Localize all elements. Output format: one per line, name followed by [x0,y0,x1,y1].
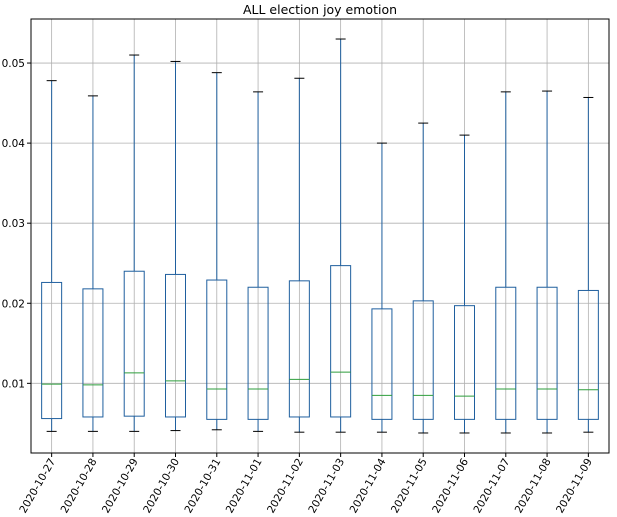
x-tick-label: 2020-10-28 [59,457,100,516]
box-2020-10-31 [206,72,228,431]
box-2020-11-05 [412,122,434,434]
x-tick-label: 2020-10-30 [141,457,182,516]
x-tick-label: 2020-10-29 [100,457,141,516]
x-tick-label: 2020-11-02 [265,457,306,516]
x-tick-label: 2020-11-08 [513,457,554,516]
box-2020-11-08 [536,90,558,434]
box-2020-10-30 [165,60,186,432]
box-2020-11-02 [288,77,310,433]
boxes-layer [41,38,599,434]
plot-area-frame [30,18,610,454]
box-2020-11-01 [247,91,269,432]
x-tick-label: 2020-11-01 [224,457,265,516]
box-iqr [247,286,269,420]
box-iqr [330,265,352,418]
x-tick-label: 2020-10-31 [182,457,223,516]
y-tick-label: 0.02 [2,298,25,310]
box-2020-11-06 [454,134,475,434]
box-iqr [82,288,104,418]
x-tick-label: 2020-10-27 [17,457,58,516]
box-iqr [577,289,599,420]
box-iqr [454,305,475,420]
x-tick-label: 2020-11-07 [471,457,512,516]
box-iqr [206,279,228,420]
y-axis-ticks: 0.01 0.02 0.03 0.04 0.05 [2,58,31,390]
box-iqr [165,273,186,418]
x-axis-ticks: 2020-10-27 2020-10-28 2020-10-29 2020-10-30… [17,453,595,515]
box-2020-11-04 [371,142,393,433]
box-iqr [288,280,310,418]
box-iqr [495,286,517,420]
box-iqr [371,308,393,420]
box-2020-10-28 [82,95,104,432]
box-2020-11-03 [330,38,352,433]
y-tick-label: 0.01 [2,378,25,390]
box-iqr [536,286,558,420]
x-tick-label: 2020-11-04 [348,456,389,515]
box-iqr [41,281,63,420]
box-2020-10-27 [41,80,63,432]
grid-lines [31,19,609,453]
box-iqr [123,270,145,417]
x-tick-label: 2020-11-06 [430,456,471,515]
y-tick-label: 0.04 [2,138,26,150]
box-iqr [412,300,434,420]
x-tick-label: 2020-11-09 [554,457,595,516]
box-2020-11-09 [577,96,599,433]
chart-title: ALL election joy emotion [243,2,397,17]
box-2020-11-07 [495,91,517,434]
box-2020-10-29 [123,54,145,432]
y-tick-label: 0.05 [2,58,25,70]
y-tick-label: 0.03 [2,218,25,230]
x-tick-label: 2020-11-05 [389,457,430,516]
x-tick-label: 2020-11-03 [306,457,347,516]
